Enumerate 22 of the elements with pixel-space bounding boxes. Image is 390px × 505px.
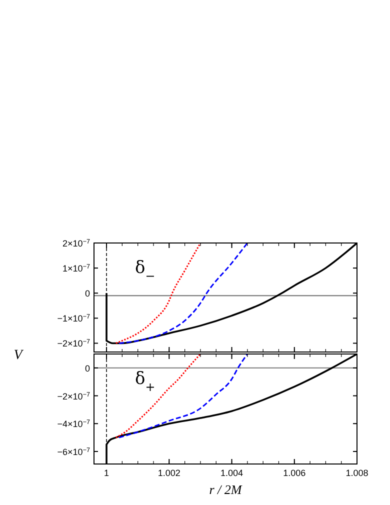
y-tick-label: −4×10$^{−7}$: [57, 418, 90, 430]
y-tick-label: −2×10$^{−7}$: [57, 390, 90, 402]
y-axis-title: V: [14, 348, 24, 363]
y-tick-label: −1×10$^{−7}$: [57, 313, 90, 324]
x-axis-title: r / 2M: [209, 482, 243, 497]
y-tick-label: −6×10$^{−7}$: [57, 446, 90, 457]
y-tick-label: 1×10$^{−7}$: [62, 263, 90, 274]
line-series: [115, 242, 202, 344]
x-tick-label: 1.002: [158, 468, 180, 478]
line-series: [118, 353, 248, 438]
x-tick-label: 1.006: [283, 468, 306, 478]
x-tick-label: 1.008: [346, 468, 368, 478]
annotation: δ$_{+}$: [135, 369, 156, 394]
line-series: [118, 242, 248, 344]
line-series: [115, 353, 202, 438]
y-tick-label: 0: [84, 288, 90, 299]
y-tick-label: 0: [84, 363, 90, 374]
x-tick-label: 1.004: [220, 468, 244, 478]
x-tick-label: 1: [104, 468, 110, 478]
y-tick-label: 2×10$^{−7}$: [62, 238, 90, 248]
y-tick-label: −2×10$^{−7}$: [57, 338, 90, 349]
annotation: δ$_{−}$: [135, 258, 156, 283]
